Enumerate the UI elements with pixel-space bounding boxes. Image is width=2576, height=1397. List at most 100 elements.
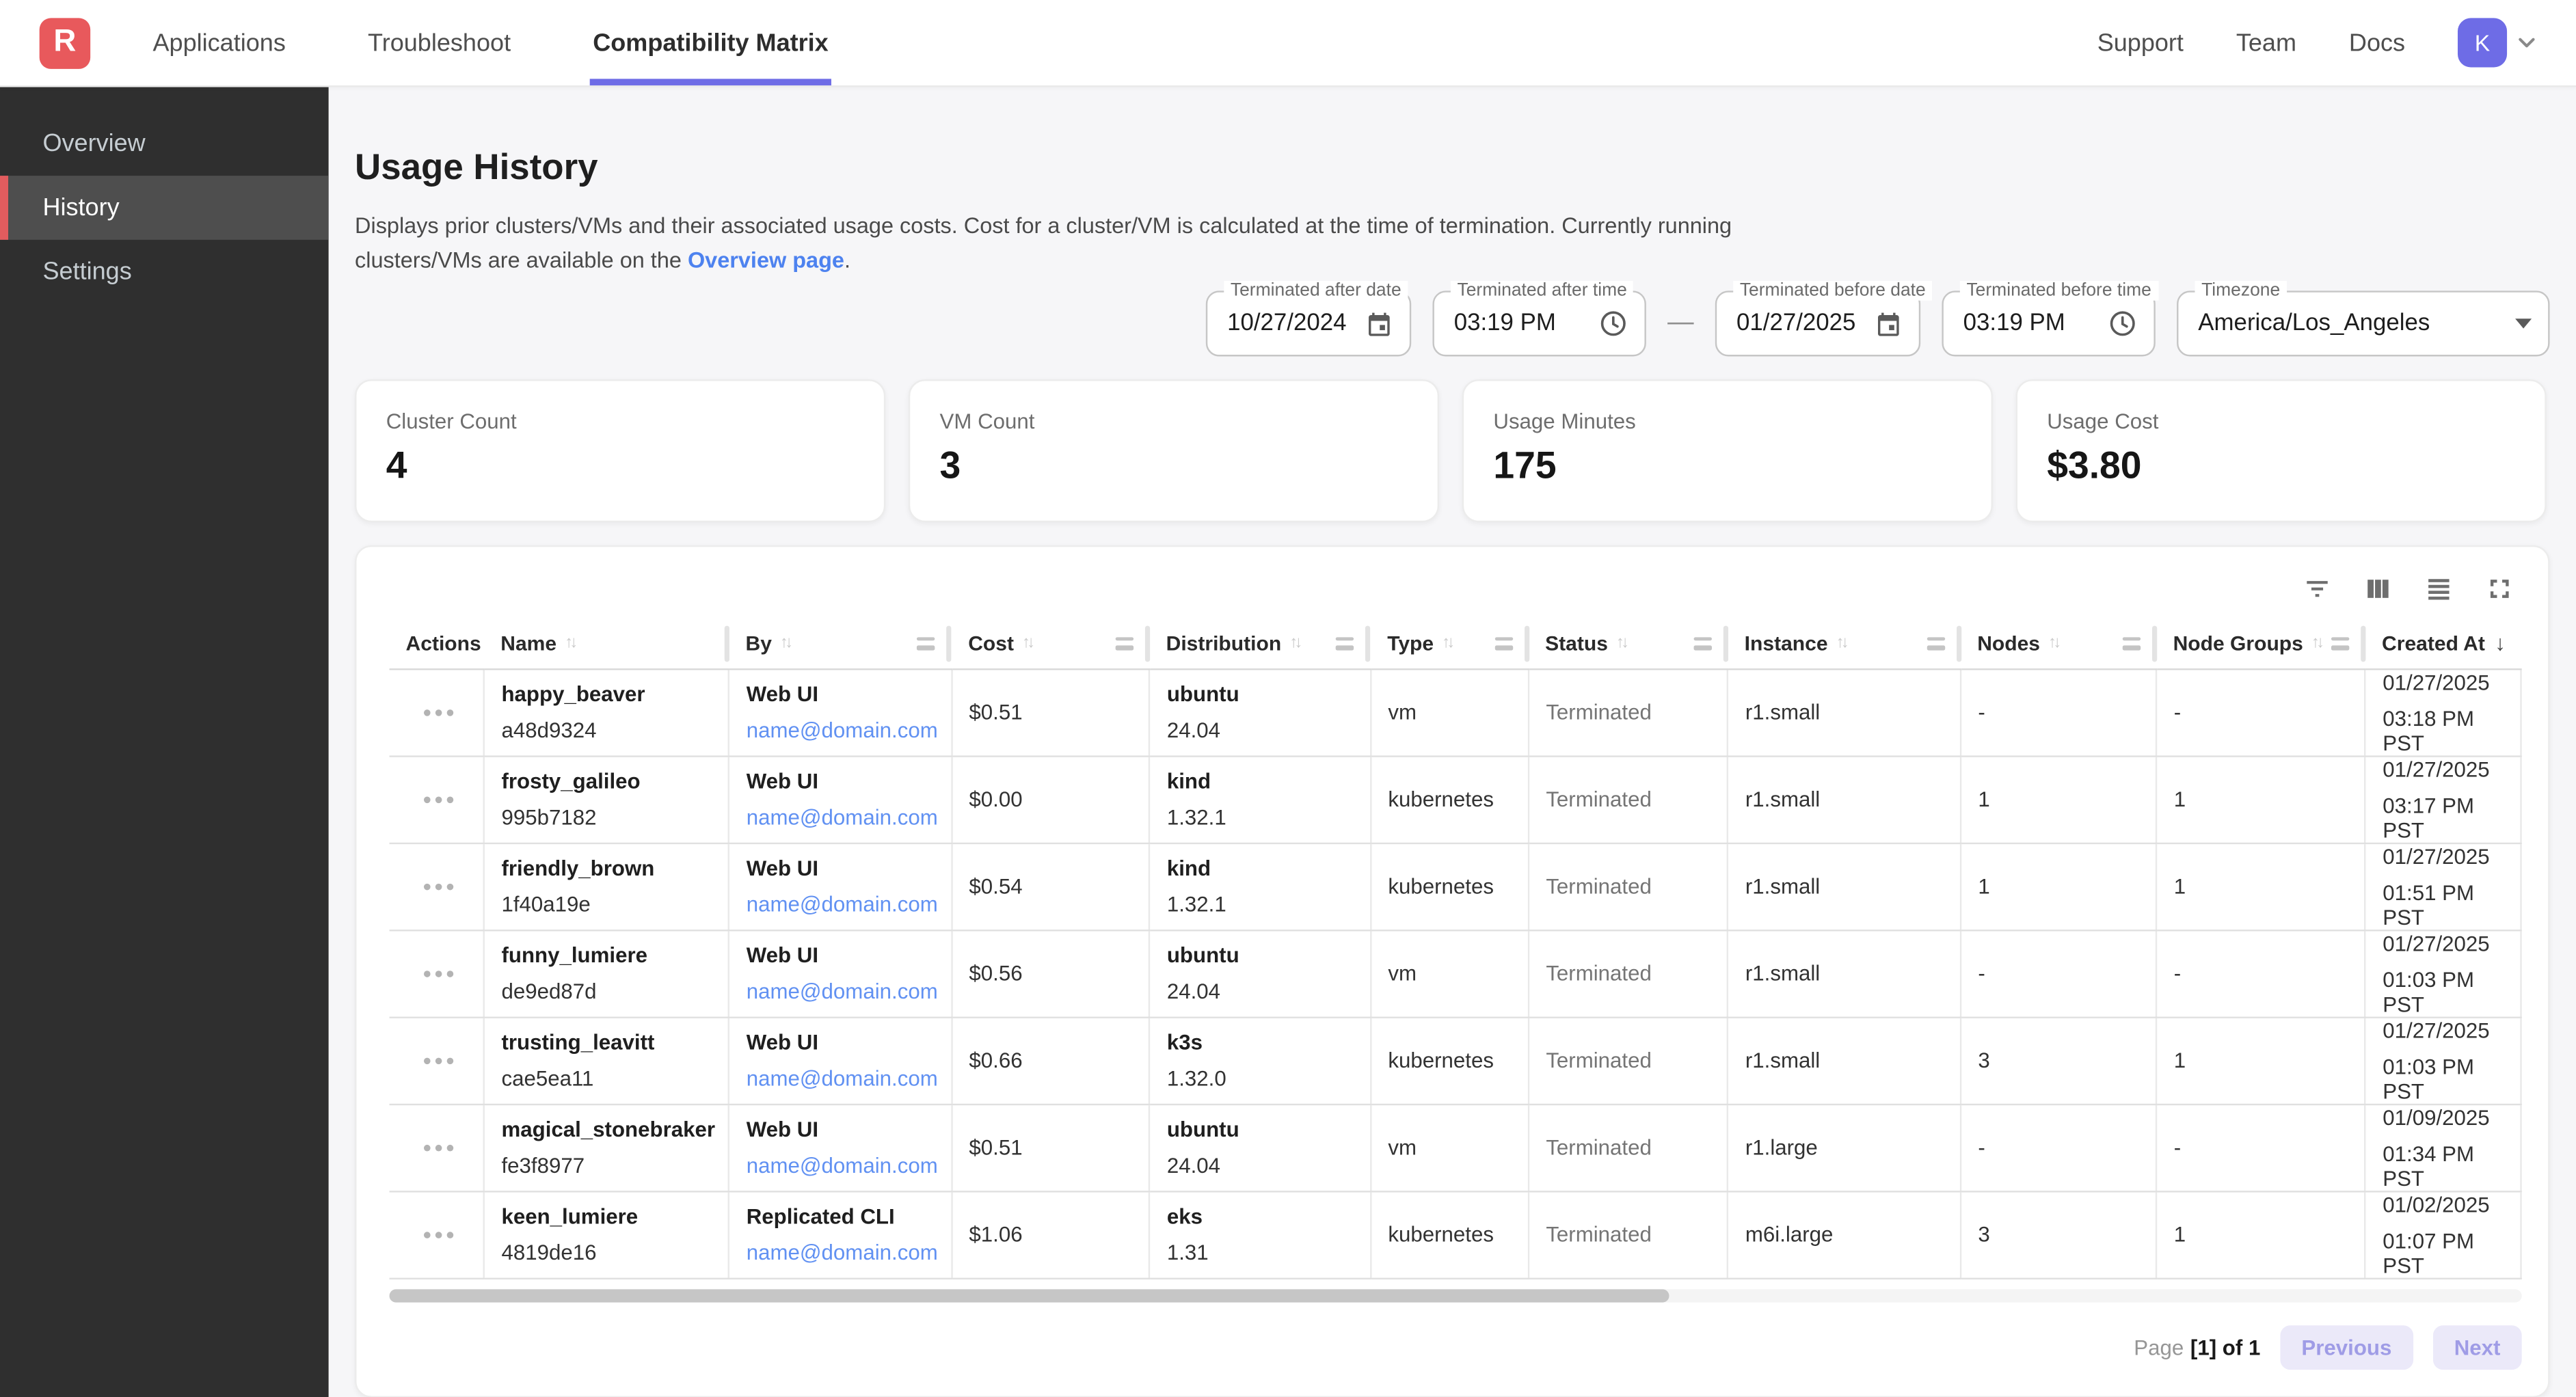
created-by-email-link[interactable]: name@domain.com (747, 718, 938, 742)
more-actions-icon[interactable] (406, 1144, 470, 1151)
more-actions-icon[interactable] (406, 709, 470, 716)
terminated-before-time-field[interactable]: Terminated before time 03:19 PM (1942, 290, 2155, 356)
created-by-email-link[interactable]: name@domain.com (747, 1066, 938, 1091)
sidebar-item-history[interactable]: History (0, 176, 329, 240)
distribution-cell: kind1.32.1 (1150, 755, 1371, 842)
column-menu-icon[interactable] (1693, 632, 1711, 655)
terminated-after-date-field[interactable]: Terminated after date 10/27/2024 (1206, 290, 1411, 356)
created-by-email-link[interactable]: name@domain.com (747, 804, 938, 829)
cluster-name: magical_stonebraker (501, 1117, 715, 1141)
sort-icon[interactable]: ↑↓ (2311, 634, 2321, 652)
field-value: America/Los_Angeles (2198, 310, 2515, 336)
column-menu-icon[interactable] (1927, 632, 1944, 655)
clock-icon[interactable] (2108, 309, 2137, 338)
created-by-email-link[interactable]: name@domain.com (747, 1240, 938, 1264)
clock-icon[interactable] (1598, 309, 1628, 338)
column-menu-icon[interactable] (1494, 632, 1512, 655)
sort-icon[interactable]: ↑↓ (565, 634, 574, 652)
app-logo[interactable]: R (40, 17, 90, 68)
table-row: happy_beavera48d9324Web UIname@domain.co… (390, 668, 2521, 755)
filters-row: Terminated after date 10/27/2024 Termina… (355, 290, 2549, 356)
previous-page-button[interactable]: Previous (2280, 1325, 2413, 1369)
status-badge: Terminated (1546, 961, 1652, 986)
created-by-email-link[interactable]: name@domain.com (747, 1153, 938, 1178)
column-menu-icon[interactable] (1337, 632, 1354, 655)
terminated-before-date-field[interactable]: Terminated before date 01/27/2025 (1715, 290, 1920, 356)
nav-link-docs[interactable]: Docs (2349, 29, 2405, 57)
more-actions-icon[interactable] (406, 883, 470, 890)
created-at-cell: 01/27/202503:17 PM PST (2365, 755, 2521, 842)
cluster-id: 1f40a19e (501, 892, 715, 917)
terminated-after-time-field[interactable]: Terminated after time 03:19 PM (1432, 290, 1646, 356)
sort-desc-icon[interactable]: ↓ (2495, 631, 2506, 655)
column-menu-icon[interactable] (917, 632, 935, 655)
nav-item-compatibility-matrix[interactable]: Compatibility Matrix (589, 0, 831, 85)
column-menu-icon[interactable] (1115, 632, 1133, 655)
sort-icon[interactable]: ↑↓ (780, 634, 790, 652)
field-label: Terminated after date (1224, 281, 1408, 301)
calendar-icon[interactable] (1365, 310, 1393, 338)
sort-icon[interactable]: ↑↓ (1616, 634, 1626, 652)
nav-item-troubleshoot[interactable]: Troubleshoot (364, 0, 514, 85)
usage-table-card: ActionsName↑↓By↑↓Cost↑↓Distribution↑↓Typ… (355, 545, 2549, 1397)
columns-icon[interactable] (2363, 572, 2394, 603)
cluster-id: de9ed87d (501, 979, 715, 1003)
sort-icon[interactable]: ↑↓ (1289, 634, 1299, 652)
sort-icon[interactable]: ↑↓ (1836, 634, 1846, 652)
stat-value: 175 (1493, 444, 1961, 488)
distribution-cell: ubuntu24.04 (1150, 1104, 1371, 1191)
column-header-nodes[interactable]: Nodes↑↓ (1961, 619, 2156, 668)
nav-link-support[interactable]: Support (2097, 29, 2184, 57)
sort-icon[interactable]: ↑↓ (1022, 634, 1032, 652)
column-header-by[interactable]: By↑↓ (729, 619, 952, 668)
nav-link-team[interactable]: Team (2236, 29, 2296, 57)
field-value: 01/27/2025 (1736, 310, 1875, 336)
column-header-instance[interactable]: Instance↑↓ (1728, 619, 1961, 668)
nav-item-applications[interactable]: Applications (150, 0, 289, 85)
density-icon[interactable] (2424, 572, 2455, 603)
distribution-version: 24.04 (1167, 979, 1357, 1003)
column-menu-icon[interactable] (2331, 632, 2349, 655)
column-header-cost[interactable]: Cost↑↓ (952, 619, 1149, 668)
column-header-actions: Actions (390, 619, 485, 668)
sort-icon[interactable]: ↑↓ (2048, 634, 2058, 652)
more-actions-icon[interactable] (406, 796, 470, 802)
by-cell: Web UIname@domain.com (729, 1104, 952, 1191)
cost-cell: $1.06 (952, 1191, 1149, 1277)
sidebar-item-overview[interactable]: Overview (0, 111, 329, 176)
user-avatar[interactable]: K (2458, 18, 2507, 67)
sidebar-item-settings[interactable]: Settings (0, 240, 329, 304)
dropdown-arrow-icon[interactable] (2515, 318, 2532, 328)
cost-cell: $0.66 (952, 1016, 1149, 1103)
column-header-distribution[interactable]: Distribution↑↓ (1150, 619, 1371, 668)
more-actions-icon[interactable] (406, 1231, 470, 1238)
next-page-button[interactable]: Next (2432, 1325, 2521, 1369)
overview-page-link[interactable]: Overview page (688, 248, 844, 273)
column-header-name[interactable]: Name↑↓ (484, 619, 729, 668)
created-date: 01/27/2025 (2383, 757, 2507, 781)
chevron-down-icon[interactable] (2514, 29, 2540, 55)
node-groups-cell: 1 (2157, 843, 2365, 930)
column-header-created-at[interactable]: Created At↓ (2365, 619, 2521, 668)
created-by-email-link[interactable]: name@domain.com (747, 979, 938, 1003)
fullscreen-icon[interactable] (2484, 572, 2515, 603)
column-header-status[interactable]: Status↑↓ (1529, 619, 1728, 668)
column-header-type[interactable]: Type↑↓ (1371, 619, 1529, 668)
timezone-select[interactable]: Timezone America/Los_Angeles (2177, 290, 2549, 356)
by-cell: Web UIname@domain.com (729, 843, 952, 930)
created-by-email-link[interactable]: name@domain.com (747, 892, 938, 917)
created-date: 01/02/2025 (2383, 1191, 2507, 1216)
calendar-icon[interactable] (1875, 310, 1903, 338)
column-menu-icon[interactable] (2122, 632, 2140, 655)
more-actions-icon[interactable] (406, 1057, 470, 1063)
sort-icon[interactable]: ↑↓ (1442, 634, 1451, 652)
column-header-node-groups[interactable]: Node Groups↑↓ (2157, 619, 2365, 668)
table-row: magical_stonebrakerfe3f8977Web UIname@do… (390, 1104, 2521, 1191)
field-label: Terminated before date (1733, 281, 1932, 301)
field-value: 03:19 PM (1454, 310, 1598, 336)
distribution-cell: ubuntu24.04 (1150, 930, 1371, 1016)
cluster-name: trusting_leavitt (501, 1030, 715, 1055)
filter-icon[interactable] (2302, 572, 2333, 603)
scrollbar-thumb[interactable] (390, 1288, 1669, 1301)
more-actions-icon[interactable] (406, 970, 470, 977)
